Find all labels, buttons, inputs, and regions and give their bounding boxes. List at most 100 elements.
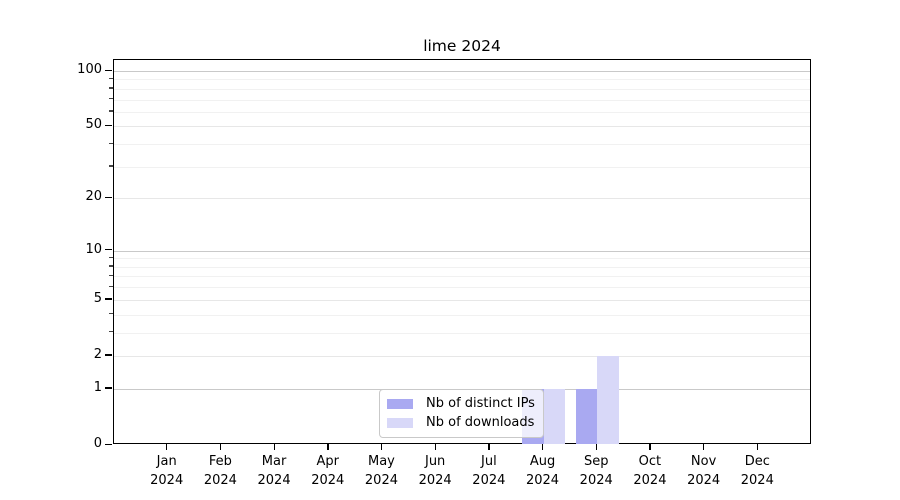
y-axis-tick xyxy=(105,387,112,389)
y-axis-tick xyxy=(105,354,112,356)
plot-area xyxy=(113,59,811,444)
x-label-month: Aug xyxy=(529,454,556,469)
y-axis-tick xyxy=(105,249,112,251)
x-label-year: 2024 xyxy=(472,473,506,488)
x-axis-tick-label: Aug 2024 xyxy=(515,452,571,490)
x-axis-tick xyxy=(595,444,598,450)
y-gridline xyxy=(114,299,810,301)
y-gridline-minor xyxy=(114,266,810,268)
bar-distinct-ips xyxy=(575,388,598,444)
x-axis-tick xyxy=(166,444,168,450)
x-label-month: Nov xyxy=(690,454,717,469)
x-label-year: 2024 xyxy=(687,473,721,488)
legend-label-downloads: Nb of downloads xyxy=(426,415,535,431)
y-gridline-minor xyxy=(114,88,810,90)
y-axis-tick xyxy=(105,69,112,71)
y-axis-minor-tick xyxy=(109,274,113,277)
x-label-month: Dec xyxy=(744,454,770,469)
y-axis-tick-label: 5 xyxy=(93,290,102,306)
y-axis-tick-label: 50 xyxy=(85,117,102,133)
y-axis-minor-tick xyxy=(109,265,113,267)
x-label-month: Jun xyxy=(424,454,446,469)
y-gridline xyxy=(114,355,810,357)
y-axis-minor-tick xyxy=(109,87,113,89)
x-axis-tick-label: Oct 2024 xyxy=(622,452,678,490)
y-axis-minor-tick xyxy=(109,331,113,333)
y-axis-tick xyxy=(105,443,112,445)
legend-row-downloads: Nb of downloads xyxy=(387,415,536,431)
y-axis-minor-tick xyxy=(109,165,113,167)
y-gridline-minor xyxy=(114,287,810,289)
x-axis-tick xyxy=(703,444,705,450)
y-axis-minor-tick xyxy=(109,98,113,100)
x-axis-tick xyxy=(273,444,275,450)
x-label-month: Jul xyxy=(481,454,497,469)
legend-label-distinct-ips: Nb of distinct IPs xyxy=(426,395,535,411)
x-label-month: Apr xyxy=(316,454,340,469)
x-axis-tick-label: Mar 2024 xyxy=(246,452,302,490)
y-gridline-minor xyxy=(114,258,810,260)
y-axis-tick-label: 100 xyxy=(77,62,102,77)
y-axis-tick-label: 20 xyxy=(85,189,102,205)
y-axis-tick xyxy=(105,298,112,300)
y-axis-tick xyxy=(105,124,112,127)
x-axis-tick xyxy=(327,444,329,450)
legend: Nb of distinct IPs Nb of downloads xyxy=(379,389,544,438)
y-gridline-minor xyxy=(114,314,810,316)
y-axis-minor-tick xyxy=(109,142,113,144)
y-axis-minor-tick xyxy=(109,285,113,288)
x-axis-tick xyxy=(756,444,759,450)
x-axis-tick-label: Dec 2024 xyxy=(729,452,785,490)
y-axis-minor-tick xyxy=(109,256,113,259)
x-label-year: 2024 xyxy=(418,473,452,488)
x-label-year: 2024 xyxy=(525,473,560,488)
y-axis-minor-tick xyxy=(109,313,113,315)
y-gridline-minor xyxy=(114,111,810,113)
legend-swatch-distinct-ips-icon xyxy=(387,398,413,409)
bar-downloads xyxy=(543,388,566,444)
x-label-year: 2024 xyxy=(150,473,184,488)
y-gridline xyxy=(114,198,810,200)
x-label-month: Jan xyxy=(156,454,177,469)
y-gridline-minor xyxy=(114,99,810,101)
y-gridline-minor xyxy=(114,144,810,146)
x-label-month: Sep xyxy=(583,454,609,469)
x-axis-tick-label: Jun 2024 xyxy=(407,452,463,490)
bar-downloads xyxy=(597,355,619,444)
y-gridline-decade xyxy=(114,71,810,72)
x-axis-tick xyxy=(219,444,222,450)
x-axis-tick xyxy=(649,444,651,450)
x-label-month: Feb xyxy=(208,454,232,469)
chart-title: lime 2024 xyxy=(423,37,501,55)
x-label-year: 2024 xyxy=(633,473,667,488)
x-axis-tick-label: May 2024 xyxy=(353,452,409,490)
x-label-year: 2024 xyxy=(740,473,774,488)
x-label-year: 2024 xyxy=(579,473,613,488)
x-axis-tick xyxy=(434,444,436,450)
x-label-year: 2024 xyxy=(257,473,291,488)
y-axis-tick-label: 10 xyxy=(85,241,102,257)
y-axis-tick-label: 0 xyxy=(93,436,102,451)
y-gridline-minor xyxy=(114,166,810,168)
y-axis-tick-label: 1 xyxy=(93,379,102,395)
legend-row-distinct-ips: Nb of distinct IPs xyxy=(387,396,536,412)
x-label-month: Mar xyxy=(261,454,287,469)
y-axis-minor-tick xyxy=(109,77,113,80)
x-axis-tick xyxy=(380,444,383,450)
x-label-month: Oct xyxy=(638,454,662,469)
y-gridline-decade xyxy=(114,250,810,252)
x-axis-tick-label: Jan 2024 xyxy=(139,452,195,490)
x-axis-tick-label: Nov 2024 xyxy=(676,452,732,490)
x-axis-tick xyxy=(542,444,544,450)
x-label-year: 2024 xyxy=(311,473,345,488)
x-label-year: 2024 xyxy=(203,473,237,488)
y-gridline xyxy=(114,126,810,128)
x-axis-tick-label: Apr 2024 xyxy=(300,452,356,490)
y-axis-minor-tick xyxy=(109,110,113,112)
y-gridline-minor xyxy=(114,276,810,278)
x-axis-tick-label: Jul 2024 xyxy=(461,452,517,490)
x-axis-tick xyxy=(488,444,490,450)
y-axis-tick xyxy=(105,196,112,199)
x-label-year: 2024 xyxy=(364,473,398,488)
